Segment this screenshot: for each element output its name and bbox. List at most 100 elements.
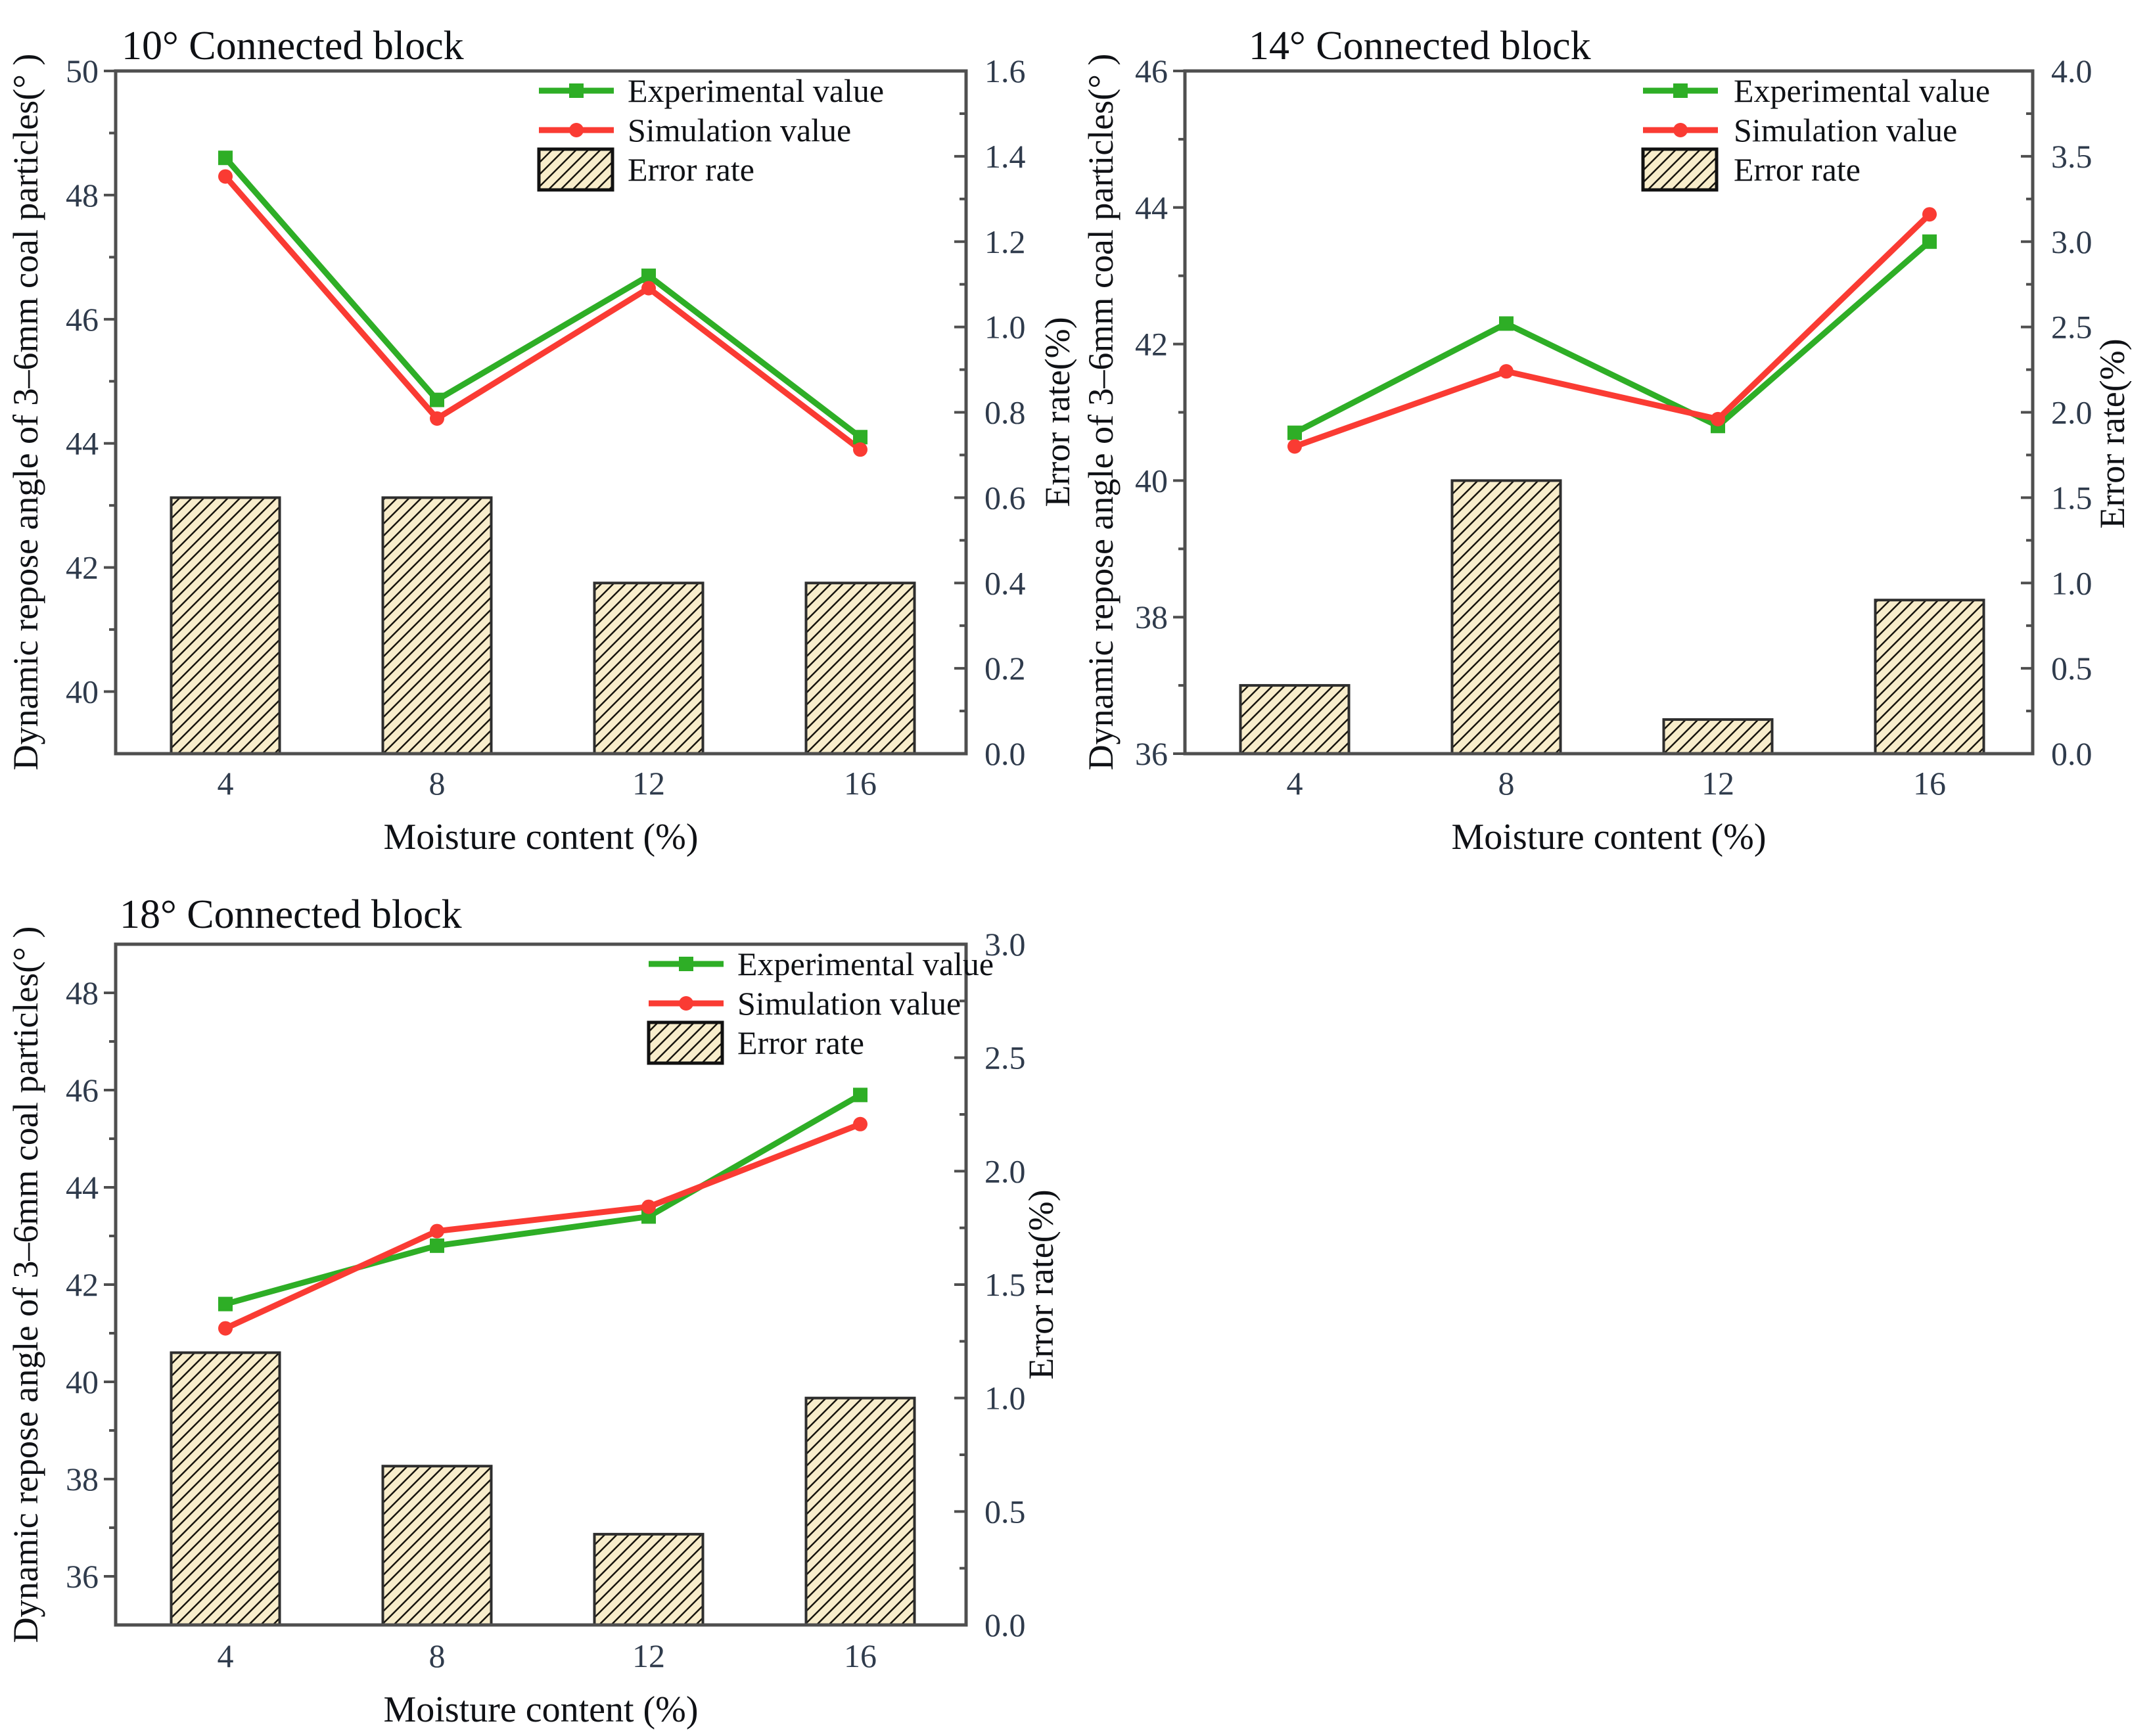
left-axis-tick-label: 38 bbox=[1135, 599, 1168, 635]
simulation-marker bbox=[430, 411, 444, 426]
simulation-marker bbox=[853, 1116, 867, 1131]
legend-label-simulation: Simulation value bbox=[737, 985, 961, 1022]
error-bar bbox=[381, 496, 493, 755]
chart-title: 10° Connected block bbox=[122, 24, 464, 68]
right-axis-tick-label: 2.5 bbox=[2051, 309, 2093, 346]
error-bar bbox=[1662, 718, 1774, 756]
experimental-marker bbox=[1287, 425, 1302, 440]
experimental-marker bbox=[430, 392, 444, 407]
left-axis-tick-label: 44 bbox=[1135, 189, 1168, 226]
x-tick-label: 8 bbox=[429, 765, 446, 802]
left-axis-tick-label: 36 bbox=[66, 1558, 99, 1595]
simulation-marker bbox=[853, 442, 867, 457]
x-tick-label: 4 bbox=[218, 765, 234, 802]
experimental-marker bbox=[853, 1087, 867, 1103]
x-tick-label: 12 bbox=[1701, 765, 1734, 802]
simulation-marker bbox=[430, 1223, 444, 1239]
left-axis-tick-label: 42 bbox=[66, 1266, 99, 1303]
legend-marker-experimental bbox=[679, 957, 693, 971]
right-axis-tick-label: 3.0 bbox=[2051, 223, 2093, 260]
x-tick-label: 16 bbox=[844, 1637, 877, 1674]
left-axis-tick-label: 40 bbox=[66, 674, 99, 710]
chart-2: 36 38 40 42 44 46 0.0 0.5 1.0 1.5 2.0 2.5 3.0 3.5 4.0 4… bbox=[1081, 24, 2132, 857]
simulation-line bbox=[1293, 212, 1932, 449]
x-tick-label: 16 bbox=[844, 765, 877, 802]
x-tick-label: 12 bbox=[632, 765, 665, 802]
error-bar bbox=[1239, 684, 1351, 755]
x-tick-label: 4 bbox=[1287, 765, 1303, 802]
left-axis-tick-label: 44 bbox=[66, 1169, 99, 1206]
right-axis-tick-label: 1.0 bbox=[2051, 564, 2093, 601]
chart-title: 18° Connected block bbox=[120, 892, 462, 937]
simulation-marker bbox=[1287, 439, 1302, 454]
legend-label-error-rate: Error rate bbox=[1734, 151, 1861, 188]
legend-label-error-rate: Error rate bbox=[737, 1024, 864, 1061]
left-axis-tick-label: 38 bbox=[66, 1461, 99, 1497]
right-axis-tick-label: 1.5 bbox=[2051, 479, 2093, 516]
experimental-marker bbox=[218, 1296, 233, 1312]
error-bar bbox=[381, 1465, 493, 1626]
simulation-marker bbox=[218, 169, 233, 184]
right-axis-tick-label: 1.0 bbox=[984, 309, 1026, 346]
left-axis-tick-label: 42 bbox=[1135, 326, 1168, 363]
error-bar bbox=[804, 1396, 916, 1627]
x-tick-label: 4 bbox=[218, 1637, 234, 1674]
error-bar bbox=[1874, 599, 1985, 755]
x-axis-label: Moisture content (%) bbox=[1452, 817, 1767, 857]
legend-label-simulation: Simulation value bbox=[1734, 112, 1957, 148]
experimental-marker bbox=[1922, 234, 1937, 249]
legend-marker-simulation bbox=[569, 123, 584, 137]
error-bar bbox=[593, 1532, 705, 1627]
x-axis-label: Moisture content (%) bbox=[384, 1689, 699, 1730]
y-axis-label-right: Error rate(%) bbox=[2093, 338, 2132, 528]
legend-marker-simulation bbox=[1673, 123, 1688, 137]
right-axis-tick-label: 2.0 bbox=[984, 1153, 1026, 1189]
left-axis-tick-label: 48 bbox=[66, 177, 99, 214]
legend-marker-experimental bbox=[569, 83, 584, 98]
simulation-marker bbox=[641, 281, 656, 296]
right-axis-tick-label: 0.2 bbox=[984, 650, 1026, 687]
left-axis-tick-label: 40 bbox=[66, 1363, 99, 1400]
right-axis-tick-label: 1.2 bbox=[984, 223, 1026, 260]
chart-1: 4042444648500.00.20.40.60.81.01.21.41.64… bbox=[6, 24, 1077, 857]
right-axis-tick-label: 2.0 bbox=[2051, 394, 2093, 431]
right-axis-tick-label: 1.0 bbox=[984, 1380, 1026, 1417]
experimental-line bbox=[224, 1092, 862, 1307]
x-tick-label: 8 bbox=[429, 1637, 446, 1674]
error-bar bbox=[170, 496, 281, 755]
legend-marker-simulation bbox=[679, 996, 693, 1011]
simulation-marker bbox=[1499, 364, 1514, 379]
left-axis-tick-label: 48 bbox=[66, 974, 99, 1011]
left-axis-tick-label: 50 bbox=[66, 53, 99, 89]
right-axis-tick-label: 1.5 bbox=[984, 1266, 1026, 1303]
y-axis-label-right: Error rate(%) bbox=[1038, 317, 1077, 507]
experimental-marker bbox=[853, 430, 867, 445]
y-axis-label-left: Dynamic repose angle of 3–6mm coal parti… bbox=[6, 926, 45, 1643]
experimental-marker bbox=[218, 150, 233, 166]
left-axis-tick-label: 46 bbox=[1135, 53, 1168, 89]
y-axis-label-left: Dynamic repose angle of 3–6mm coal parti… bbox=[1081, 54, 1121, 771]
experimental-marker bbox=[641, 268, 656, 283]
x-tick-label: 12 bbox=[632, 1637, 665, 1674]
left-axis-tick-label: 46 bbox=[66, 1072, 99, 1108]
right-axis-tick-label: 3.0 bbox=[984, 926, 1026, 963]
x-tick-label: 8 bbox=[1498, 765, 1515, 802]
legend-label-experimental: Experimental value bbox=[737, 946, 994, 982]
right-axis-tick-label: 1.4 bbox=[984, 138, 1026, 175]
legend-label-experimental: Experimental value bbox=[1734, 72, 1990, 109]
legend-label-error-rate: Error rate bbox=[628, 151, 754, 188]
x-tick-label: 16 bbox=[1913, 765, 1946, 802]
right-axis-tick-label: 0.5 bbox=[984, 1493, 1026, 1530]
experimental-marker bbox=[430, 1238, 444, 1253]
error-bar bbox=[593, 582, 705, 755]
legend-swatch-error-rate bbox=[1641, 147, 1719, 192]
legend-label-experimental: Experimental value bbox=[628, 72, 884, 109]
right-axis-tick-label: 4.0 bbox=[2051, 53, 2093, 89]
simulation-line bbox=[224, 1121, 862, 1331]
simulation-marker bbox=[641, 1199, 656, 1214]
y-axis-label-left: Dynamic repose angle of 3–6mm coal parti… bbox=[6, 54, 45, 771]
left-axis-tick-label: 36 bbox=[1135, 735, 1168, 772]
x-axis-label: Moisture content (%) bbox=[384, 817, 699, 857]
